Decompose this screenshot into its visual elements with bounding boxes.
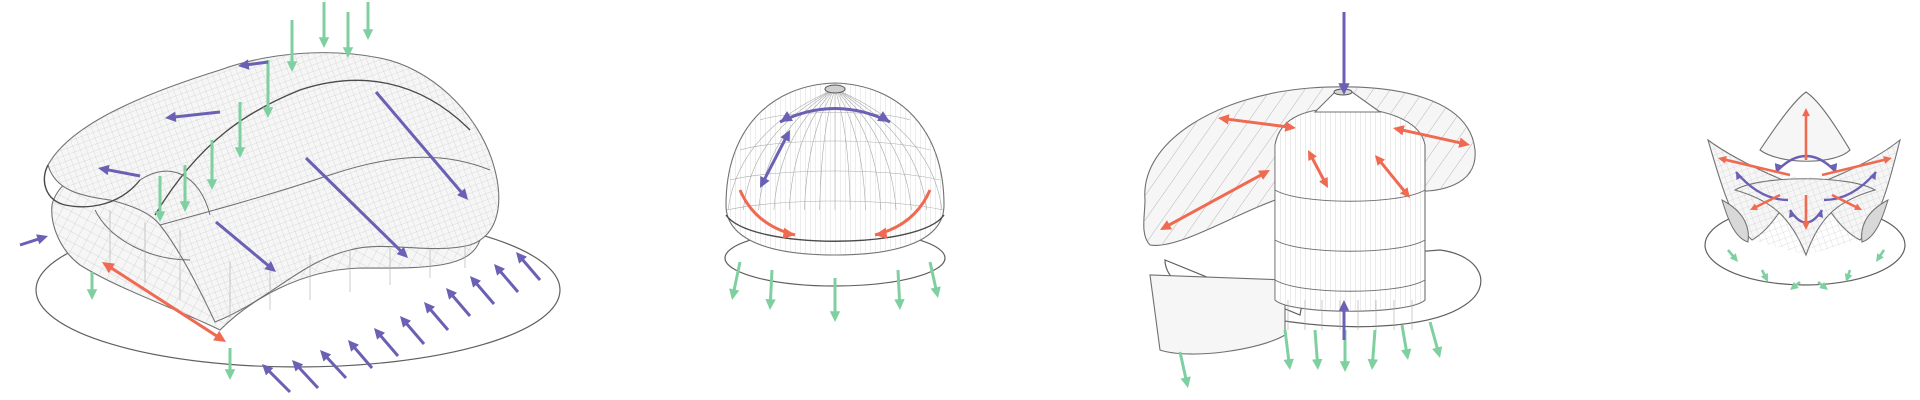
red-thrust-arrow (1308, 150, 1328, 188)
purple-force-arrow (262, 364, 292, 394)
purple-force-arrow (760, 130, 790, 188)
flower-left-void (1721, 199, 1749, 243)
green-load-arrow (1283, 329, 1294, 370)
green-load-arrow (1311, 329, 1323, 370)
purple-force-arrow (320, 350, 348, 380)
spiral-columns (1287, 300, 1413, 330)
flower-red-arrows (1718, 108, 1892, 230)
green-load-arrow (1844, 269, 1853, 282)
shell-columns (109, 210, 466, 318)
spiral-roof-drawing (1143, 12, 1482, 388)
flower-purple-arrows (1735, 154, 1877, 224)
dome-green-arrows (729, 261, 941, 322)
purple-force-arrow (374, 328, 400, 357)
purple-force-arrow (304, 156, 408, 258)
four-petal-shell-drawing (1704, 91, 1906, 290)
purple-force-arrow (348, 340, 374, 369)
green-load-arrow (829, 278, 841, 322)
purple-force-arrow (1338, 300, 1350, 340)
green-load-arrow (286, 20, 298, 72)
shell-upper-mesh (48, 52, 499, 323)
red-thrust-arrow (1218, 114, 1296, 132)
purple-force-arrow (516, 252, 542, 281)
red-thrust-arrow (874, 189, 932, 239)
purple-force-arrow (292, 360, 320, 390)
dome-base-ring (725, 214, 945, 242)
purple-force-arrow (215, 220, 276, 272)
green-load-arrow (234, 102, 246, 158)
spiral-purple-arrows (1338, 12, 1350, 340)
shell-purple-arrows (19, 59, 542, 394)
green-load-arrow (1727, 249, 1738, 262)
dome-meridians (727, 88, 943, 211)
shell-arch-2 (94, 209, 191, 261)
green-load-arrow (894, 269, 905, 310)
red-thrust-arrow (1393, 125, 1470, 148)
dome-purple-arrows (760, 107, 891, 188)
purple-force-arrow (19, 234, 48, 247)
green-load-arrow (362, 2, 374, 40)
shell-green-arrows (86, 2, 374, 380)
purple-force-arrow (446, 288, 472, 317)
spiral-red-arrows (1160, 114, 1470, 230)
green-load-arrow (1876, 249, 1886, 262)
green-load-arrow (1760, 269, 1768, 282)
green-load-arrow (765, 269, 776, 310)
spiral-drum-rings (1274, 189, 1426, 292)
purple-force-arrow (1823, 171, 1877, 202)
purple-force-arrow (424, 302, 450, 331)
dome-oculus (824, 84, 846, 94)
shell-ridge-line (154, 79, 471, 216)
green-load-arrow (729, 261, 742, 300)
green-load-arrow (179, 165, 191, 212)
green-load-arrow (224, 348, 236, 380)
green-load-arrow (1428, 321, 1443, 358)
green-load-arrow (928, 261, 941, 298)
red-thrust-arrow (1802, 195, 1810, 230)
green-load-arrow (1817, 280, 1828, 290)
spiral-slab (1149, 274, 1286, 355)
green-load-arrow (318, 2, 330, 48)
purple-force-arrow (470, 276, 496, 305)
purple-force-arrow (779, 107, 891, 124)
purple-force-arrow (165, 110, 221, 123)
spiral-drum-mesh (1275, 108, 1425, 312)
red-thrust-arrow (1802, 108, 1810, 160)
red-thrust-arrow (1718, 156, 1791, 177)
shell-front-lip (43, 164, 141, 208)
flower-right-void (1861, 199, 1889, 243)
green-load-arrow (1178, 351, 1191, 388)
dome-red-arrows (738, 189, 932, 239)
flower-green-arrows (1727, 249, 1886, 290)
purple-force-arrow (1338, 12, 1350, 95)
shell-red-arrows (102, 262, 226, 342)
green-load-arrow (342, 12, 354, 58)
green-load-arrow (154, 176, 166, 222)
red-thrust-arrow (1375, 155, 1410, 198)
red-thrust-arrow (1821, 156, 1892, 177)
purple-force-arrow (98, 164, 141, 178)
red-thrust-arrow (1160, 170, 1270, 230)
green-load-arrow (1400, 324, 1412, 360)
green-load-arrow (1790, 280, 1801, 290)
shell-inner-arch (139, 170, 211, 216)
purple-force-arrow (374, 91, 468, 200)
green-load-arrow (1367, 329, 1379, 370)
red-thrust-arrow (102, 262, 226, 342)
red-thrust-arrow (738, 189, 796, 239)
red-thrust-arrow (1831, 193, 1862, 210)
red-thrust-arrow (1750, 193, 1781, 210)
green-load-arrow (206, 140, 218, 190)
purple-force-arrow (1735, 171, 1789, 202)
shell-pavilion-drawing (19, 2, 561, 394)
lattice-dome-drawing (724, 82, 946, 322)
green-load-arrow (86, 272, 98, 300)
purple-force-arrow (238, 59, 269, 70)
green-load-arrow (262, 60, 274, 118)
purple-force-arrow (494, 264, 520, 293)
purple-force-arrow (400, 316, 426, 345)
